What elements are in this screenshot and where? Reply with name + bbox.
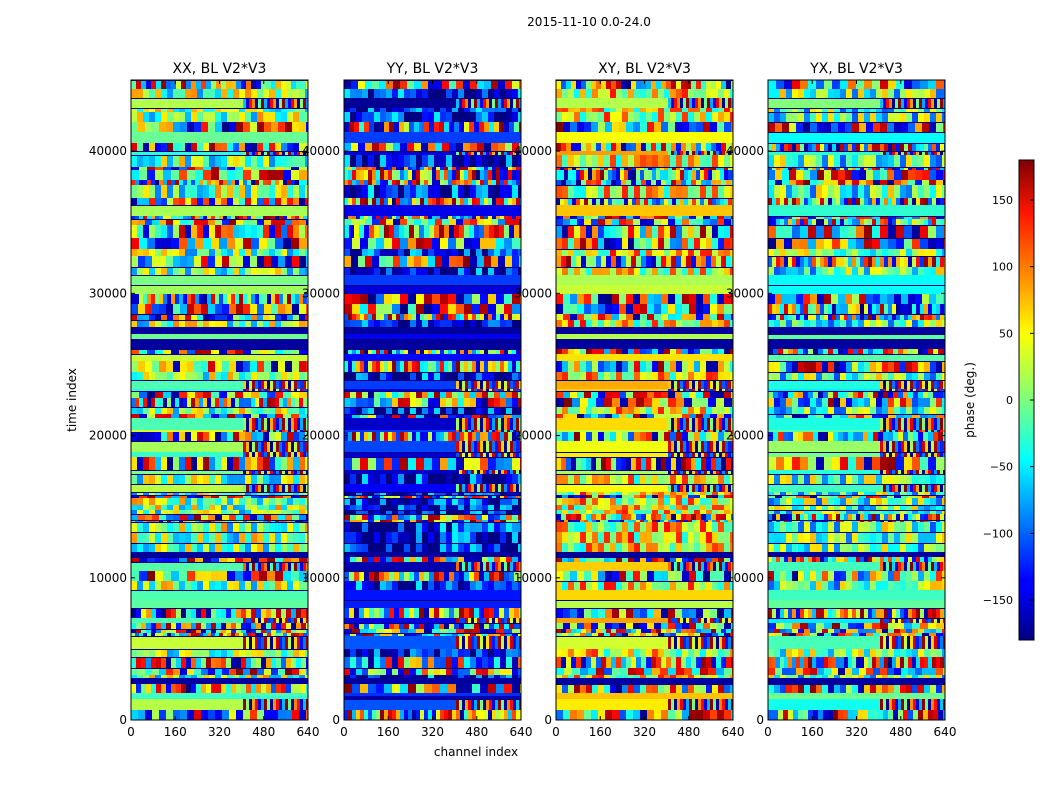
x-tick-label: 480 (889, 725, 912, 739)
x-tick-label: 0 (764, 725, 772, 739)
panel-4-title: YX, BL V2*V3 (809, 61, 903, 77)
x-tick-label: 480 (465, 725, 488, 739)
y-tick-label: 30000 (514, 286, 552, 300)
x-tick-label: 320 (845, 725, 868, 739)
x-tick-label: 640 (722, 725, 745, 739)
colorbar-tick-label: −100 (983, 527, 1013, 540)
colorbar-tick-label: 50 (999, 327, 1013, 340)
x-tick-label: 0 (340, 725, 348, 739)
figure-suptitle: 2015-11-10 0.0-24.0 (527, 15, 651, 29)
y-tick-label: 0 (544, 713, 552, 727)
panel-1: XX, BL V2*V3 0 160 320 480 640 0 10000 20000 3000… (89, 61, 320, 739)
y-tick-label: 20000 (89, 429, 127, 443)
x-tick-label: 160 (377, 725, 400, 739)
x-tick-label: 640 (297, 725, 320, 739)
y-tick-label: 10000 (89, 571, 127, 585)
x-tick-label: 0 (552, 725, 560, 739)
colorbar-label: phase (deg.) (963, 362, 977, 438)
y-axis-label: time index (65, 368, 79, 432)
colorbar-tick-label: 100 (992, 261, 1013, 274)
panel-3-heatmap (556, 80, 733, 720)
x-tick-label: 640 (510, 725, 533, 739)
colorbar-ticks: 150 100 50 0 −50 −100 −150 (983, 194, 1034, 607)
x-tick-label: 640 (934, 725, 957, 739)
y-tick-label: 10000 (302, 571, 340, 585)
y-tick-label: 0 (756, 713, 764, 727)
panel-4-heatmap (768, 80, 945, 720)
colorbar-tick-label: −150 (983, 594, 1013, 607)
x-axis-label: channel index (434, 745, 518, 759)
x-tick-label: 160 (164, 725, 187, 739)
y-tick-label: 40000 (726, 144, 764, 158)
panel-2-title: YY, BL V2*V3 (386, 61, 479, 77)
panel-2: YY, BL V2*V3 0 160 320 480 640 0 10000 20000 3000… (302, 61, 533, 739)
y-tick-label: 20000 (514, 429, 552, 443)
y-tick-label: 40000 (302, 144, 340, 158)
panels: XX, BL V2*V3 0 160 320 480 640 0 10000 20000 3000… (89, 61, 957, 739)
panel-3-title: XY, BL V2*V3 (598, 61, 691, 77)
y-tick-label: 30000 (302, 286, 340, 300)
y-tick-label: 0 (332, 713, 340, 727)
x-tick-label: 0 (127, 725, 135, 739)
panel-1-title: XX, BL V2*V3 (173, 61, 267, 77)
x-tick-label: 480 (677, 725, 700, 739)
y-tick-label: 20000 (302, 429, 340, 443)
panel-1-heatmap (131, 80, 308, 720)
x-tick-label: 160 (801, 725, 824, 739)
panel-2-heatmap (344, 80, 521, 720)
colorbar-tick-label: −50 (990, 461, 1013, 474)
y-tick-label: 40000 (89, 144, 127, 158)
x-tick-label: 320 (633, 725, 656, 739)
y-tick-label: 10000 (514, 571, 552, 585)
x-tick-label: 320 (421, 725, 444, 739)
x-tick-label: 320 (208, 725, 231, 739)
y-tick-label: 10000 (726, 571, 764, 585)
y-tick-label: 30000 (726, 286, 764, 300)
x-tick-label: 480 (252, 725, 275, 739)
colorbar-tick-label: 0 (1006, 394, 1013, 407)
y-tick-label: 30000 (89, 286, 127, 300)
panel-4: YX, BL V2*V3 0 160 320 480 640 0 10000 20000 3000… (726, 61, 957, 739)
x-tick-label: 160 (589, 725, 612, 739)
panel-3: XY, BL V2*V3 0 160 320 480 640 0 10000 20000 3000… (514, 61, 745, 739)
y-tick-label: 20000 (726, 429, 764, 443)
colorbar-tick-label: 150 (992, 194, 1013, 207)
colorbar: 150 100 50 0 −50 −100 −150 phase (deg.) (963, 159, 1035, 641)
y-tick-label: 40000 (514, 144, 552, 158)
y-tick-label: 0 (119, 713, 127, 727)
